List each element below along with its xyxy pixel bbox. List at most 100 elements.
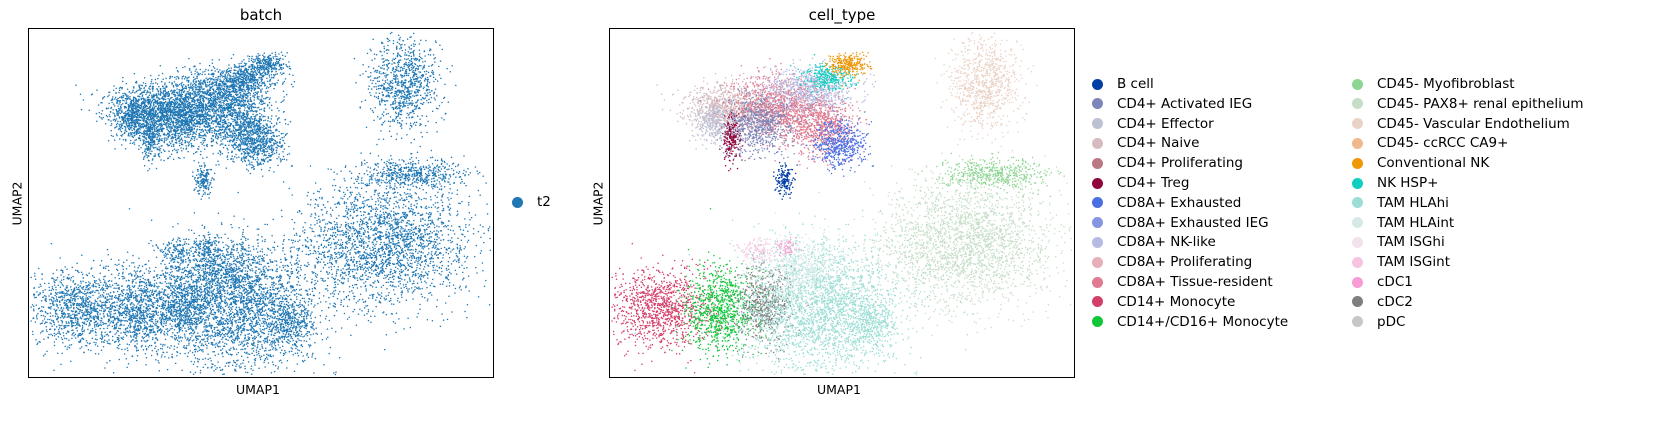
legend-marker [1352, 78, 1363, 90]
point-cluster [840, 293, 900, 363]
legend-item: TAM HLAint [1352, 215, 1454, 231]
legend-marker [1092, 217, 1103, 229]
legend-marker [1092, 177, 1103, 189]
legend-item: pDC [1352, 314, 1405, 330]
point-cluster [194, 110, 294, 177]
point-cluster [90, 207, 188, 369]
legend-marker [1092, 98, 1103, 110]
point-cluster [747, 57, 877, 132]
legend-marker [1092, 276, 1103, 288]
point-cluster [823, 51, 873, 87]
legend-label: CD8A+ NK-like [1117, 234, 1216, 250]
point-cluster [30, 242, 155, 374]
legend-label: CD45- Vascular Endothelium [1377, 116, 1570, 132]
legend-label: NK HSP+ [1377, 175, 1438, 191]
legend-label: CD4+ Naive [1117, 135, 1199, 151]
point-cluster [934, 31, 1038, 148]
legend-item: Conventional NK [1352, 155, 1489, 171]
legend-item: CD4+ Activated IEG [1092, 96, 1252, 112]
legend-item: CD45- PAX8+ renal epithelium [1352, 96, 1584, 112]
point-cluster [634, 209, 969, 376]
legend-item: B cell [1092, 76, 1154, 92]
point-cluster [107, 92, 155, 150]
point-cluster [177, 149, 492, 340]
legend-label: cDC1 [1377, 274, 1413, 290]
batch-y-axis-label: UMAP2 [9, 182, 24, 226]
point-cluster [193, 236, 222, 257]
legend-item: TAM HLAhi [1352, 195, 1449, 211]
point-cluster [353, 31, 457, 148]
legend-marker [1092, 296, 1103, 308]
legend-label: Conventional NK [1377, 155, 1489, 171]
legend-marker [1092, 78, 1103, 90]
point-cluster [242, 51, 292, 87]
legend-item: cDC1 [1352, 274, 1413, 290]
point-cluster [191, 82, 287, 169]
legend-marker [1092, 236, 1103, 248]
legend-item: TAM ISGhi [1352, 234, 1445, 250]
legend-marker [1352, 118, 1363, 130]
point-cluster [336, 151, 484, 198]
legend-marker [1092, 197, 1103, 209]
legend-label: CD8A+ Exhausted IEG [1117, 215, 1269, 231]
batch-panel-title: batch [28, 6, 494, 24]
legend-marker [1352, 296, 1363, 308]
point-cluster [138, 112, 164, 172]
point-cluster [259, 293, 319, 363]
legend-label: TAM HLAhi [1377, 195, 1449, 211]
legend-label: CD4+ Proliferating [1117, 155, 1243, 171]
legend-label: CD45- Myofibroblast [1377, 76, 1515, 92]
legend-item: CD8A+ NK-like [1092, 234, 1216, 250]
point-cluster [917, 151, 1065, 198]
legend-item: NK HSP+ [1352, 175, 1438, 191]
legend-item: CD14+/CD16+ Monocyte [1092, 314, 1288, 330]
legend-marker [1352, 236, 1363, 248]
legend-marker [1092, 118, 1103, 130]
legend-marker [1092, 316, 1103, 328]
legend-item: CD4+ Treg [1092, 175, 1189, 191]
legend-label: TAM ISGhi [1377, 234, 1445, 250]
cell-type-y-axis-label: UMAP2 [590, 182, 605, 226]
legend-label: TAM HLAint [1377, 215, 1454, 231]
legend-label: CD45- ccRCC CA9+ [1377, 135, 1508, 151]
legend-marker [1352, 197, 1363, 209]
legend-item: CD8A+ Proliferating [1092, 254, 1252, 270]
legend-item: CD45- Myofibroblast [1352, 76, 1515, 92]
point-cluster [758, 149, 1073, 340]
legend-item: CD45- ccRCC CA9+ [1352, 135, 1508, 151]
cell-type-x-axis-label: UMAP1 [817, 382, 861, 397]
cell-type-panel-title: cell_type [609, 6, 1075, 24]
batch-scatter-frame [28, 28, 494, 378]
legend-marker [1092, 256, 1103, 268]
legend-label: CD14+ Monocyte [1117, 294, 1235, 310]
legend-marker-t2 [512, 196, 523, 208]
point-cluster [772, 82, 868, 169]
legend-label: t2 [537, 194, 551, 210]
legend-marker [1352, 98, 1363, 110]
legend-label: CD4+ Activated IEG [1117, 96, 1252, 112]
legend-label: B cell [1117, 76, 1154, 92]
point-cluster [208, 53, 278, 100]
point-cluster [191, 161, 217, 200]
point-cluster [611, 242, 736, 374]
cell-type-scatter-frame [609, 28, 1075, 378]
legend-item: CD8A+ Exhausted [1092, 195, 1241, 211]
legend-item: CD4+ Proliferating [1092, 155, 1243, 171]
legend-label: CD8A+ Exhausted [1117, 195, 1241, 211]
legend-label: CD8A+ Proliferating [1117, 254, 1252, 270]
legend-marker [1092, 137, 1103, 149]
point-cluster [719, 112, 745, 172]
legend-item: t2 [512, 194, 551, 210]
legend-item: CD45- Vascular Endothelium [1352, 116, 1570, 132]
point-cluster [688, 92, 736, 150]
legend-label: CD14+/CD16+ Monocyte [1117, 314, 1288, 330]
legend-marker [1352, 137, 1363, 149]
legend-marker [1352, 316, 1363, 328]
legend-label: CD8A+ Tissue-resident [1117, 274, 1273, 290]
legend-marker [1352, 157, 1363, 169]
point-cluster [152, 237, 207, 268]
point-cluster [775, 110, 875, 177]
legend-item: cDC2 [1352, 294, 1413, 310]
batch-scatter-plot [30, 31, 492, 376]
legend-item: CD8A+ Tissue-resident [1092, 274, 1273, 290]
